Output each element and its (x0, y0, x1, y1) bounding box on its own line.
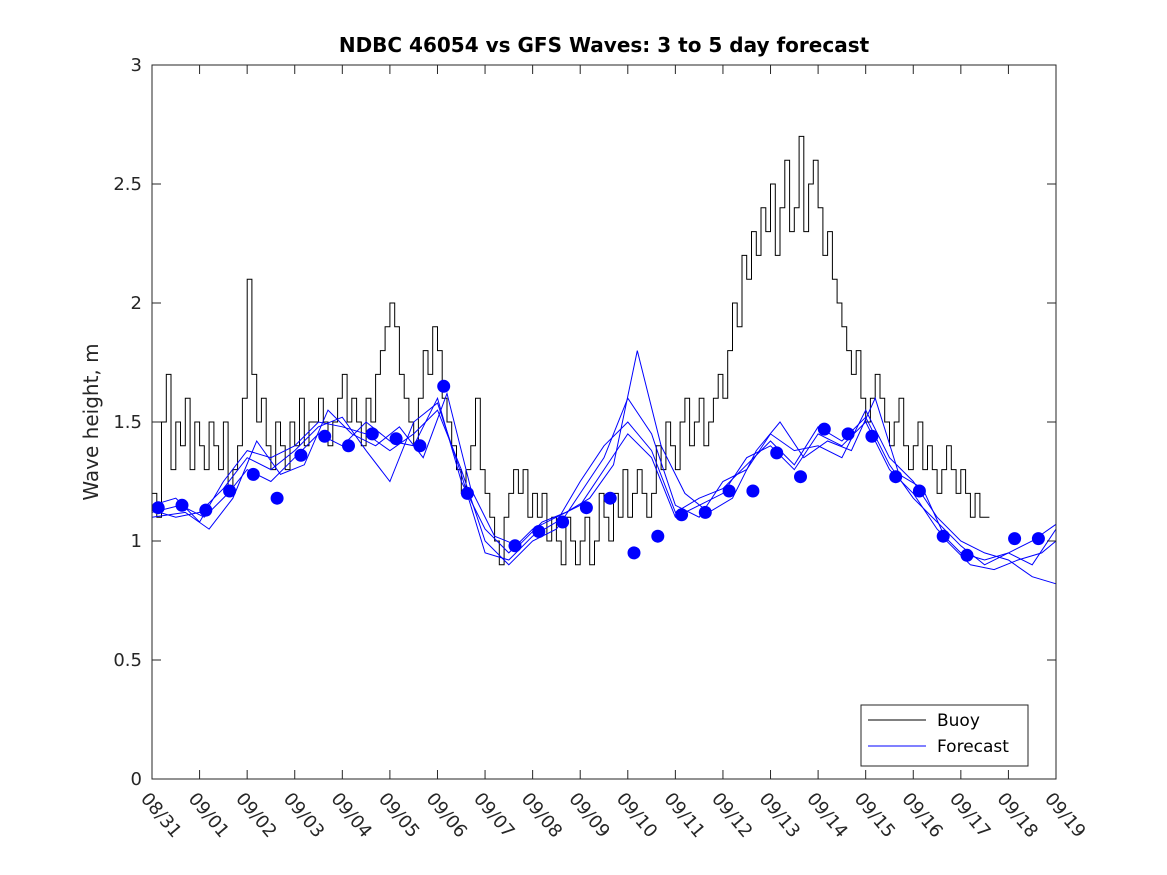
forecast-point (389, 432, 403, 446)
forecast-point (246, 467, 260, 481)
plot-area (152, 65, 1056, 779)
buoy-line (152, 135, 990, 566)
forecast-point (651, 529, 665, 543)
buoy-series (152, 135, 990, 566)
forecast-point (817, 422, 831, 436)
y-tick-label: 1 (131, 531, 142, 552)
forecast-point (936, 529, 950, 543)
forecast-point (342, 439, 355, 453)
forecast-point (175, 498, 189, 512)
forecast-point (865, 429, 879, 443)
forecast-series (151, 350, 1057, 585)
forecast-point (413, 439, 427, 453)
chart-title: NDBC 46054 vs GFS Waves: 3 to 5 day fore… (339, 33, 870, 57)
forecast-run-line (151, 350, 1057, 571)
forecast-point (365, 427, 379, 441)
forecast-point (294, 448, 308, 462)
forecast-point (199, 503, 213, 517)
y-tick-label: 1.5 (113, 412, 142, 433)
legend: Buoy Forecast (860, 704, 1029, 767)
forecast-point (698, 505, 712, 519)
forecast-point (532, 525, 546, 538)
forecast-point (437, 379, 451, 393)
y-tick-label: 2 (131, 293, 142, 314)
y-tick-label: 3 (131, 55, 142, 76)
forecast-point (722, 484, 736, 498)
forecast-point (746, 484, 760, 498)
legend-forecast-label: Forecast (937, 737, 1009, 757)
forecast-point (270, 491, 284, 505)
forecast-point (1008, 532, 1022, 546)
y-axis-ticks: 0 0.5 1 1.5 2 2.5 3 (113, 55, 1056, 790)
forecast-markers (151, 379, 1045, 562)
y-tick-label: 2.5 (113, 174, 142, 195)
forecast-point (508, 539, 522, 553)
forecast-point (556, 515, 570, 529)
forecast-point (1031, 532, 1045, 546)
y-tick-label: 0 (131, 769, 142, 790)
forecast-point (912, 484, 926, 498)
forecast-point (579, 501, 593, 515)
forecast-point (603, 491, 617, 505)
y-tick-label: 0.5 (113, 650, 142, 671)
forecast-point (223, 484, 237, 498)
forecast-point (627, 546, 641, 560)
forecast-point (889, 470, 903, 484)
forecast-run-line (151, 402, 1057, 566)
forecast-point (841, 427, 855, 441)
forecast-point (151, 501, 165, 515)
legend-box (860, 704, 1029, 767)
y-axis-label: Wave height, m (79, 343, 103, 500)
forecast-point (794, 470, 807, 484)
legend-buoy-label: Buoy (937, 711, 980, 731)
forecast-run-line (151, 397, 1057, 585)
forecast-point (460, 486, 474, 500)
forecast-point (960, 548, 974, 562)
forecast-point (318, 429, 332, 443)
forecast-point (675, 508, 689, 522)
forecast-point (770, 446, 784, 460)
